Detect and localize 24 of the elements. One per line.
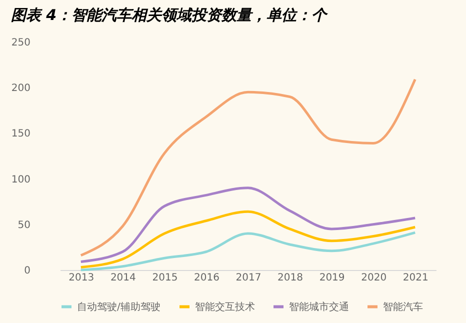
- legend-label: 自动驾驶/辅助驾驶: [77, 300, 160, 313]
- x-tick-label: 2019: [319, 272, 345, 284]
- y-tick-label: 50: [18, 220, 30, 231]
- x-tick-label: 2017: [236, 272, 262, 284]
- line-series: [80, 231, 416, 272]
- legend-label: 智能汽车: [383, 300, 423, 313]
- chart-title: 图表 4：智能汽车相关领域投资数量，单位：个: [10, 6, 329, 24]
- line-series: [80, 210, 416, 269]
- x-tick-label: 2013: [68, 272, 94, 284]
- x-tick-label: 2021: [402, 272, 428, 284]
- x-tick-label: 2016: [194, 272, 220, 284]
- y-tick-label: 250: [11, 38, 30, 48]
- y-tick-label: 200: [11, 83, 30, 94]
- line-series: [80, 78, 416, 257]
- x-tick-label: 2020: [361, 272, 387, 284]
- legend-label: 智能交互技术: [195, 300, 255, 313]
- y-tick-label: 100: [11, 174, 30, 186]
- x-tick-label: 2015: [152, 272, 178, 284]
- x-tick-label: 2018: [278, 272, 304, 284]
- y-tick-label: 0: [24, 266, 30, 276]
- legend-label: 智能城市交通: [289, 300, 349, 313]
- y-tick-label: 150: [11, 128, 30, 140]
- x-tick-label: 2014: [110, 272, 136, 284]
- line-series: [80, 186, 416, 264]
